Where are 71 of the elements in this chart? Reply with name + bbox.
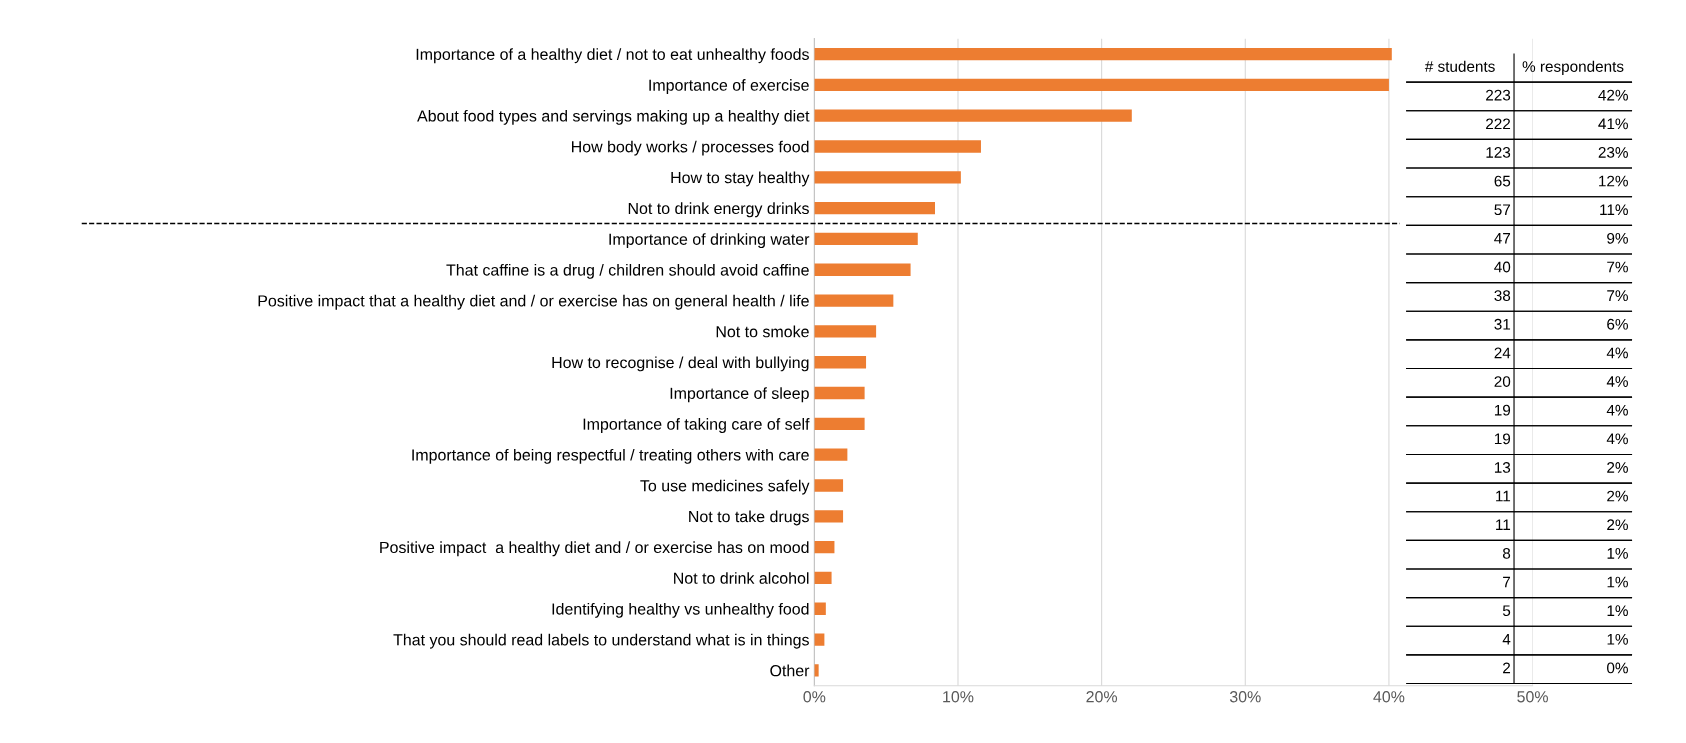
annotation: 4 bbox=[1502, 634, 1511, 645]
text: 11% bbox=[1600, 204, 1628, 216]
y-tick-label: Importance of taking care of self bbox=[583, 418, 810, 433]
y-tick-label: Not to drink alcohol bbox=[674, 572, 809, 584]
x-tick-label: 20% bbox=[1086, 691, 1118, 703]
text: 4% bbox=[1606, 404, 1628, 416]
text: 23% bbox=[1598, 147, 1628, 158]
annotation: 223 bbox=[1486, 89, 1511, 101]
y-tick-label: Importance of a healthy diet / not to eat unhealthy foods bbox=[416, 48, 809, 64]
text: 7% bbox=[1607, 290, 1628, 301]
annotation: 57 bbox=[1494, 204, 1511, 216]
annotation: 19 bbox=[1494, 404, 1511, 416]
text: 0% bbox=[1607, 662, 1628, 674]
y-tick-label: Positive impact a healthy diet and / or exercise has on mood bbox=[380, 541, 809, 557]
annotation: 47 bbox=[1494, 233, 1511, 244]
y-tick-label: Not to take drugs bbox=[689, 510, 809, 526]
annotation: 31 bbox=[1494, 318, 1511, 330]
y-tick-label: Importance of being respectful / treating others with care bbox=[412, 448, 809, 464]
y-tick-label: Identifying healthy vs unhealthy food bbox=[552, 602, 809, 618]
text: 4% bbox=[1606, 433, 1628, 445]
text: 7% bbox=[1607, 261, 1628, 273]
x-tick-label: 0% bbox=[803, 691, 826, 703]
annotation: 38 bbox=[1494, 290, 1511, 302]
y-tick-label: How to recognise / deal with bullying bbox=[552, 356, 809, 372]
annotation: # students bbox=[1424, 60, 1495, 72]
x-tick-label: 40% bbox=[1373, 691, 1405, 703]
annotation: 222 bbox=[1486, 118, 1511, 130]
annotation: 2 bbox=[1503, 662, 1511, 674]
x-tick-label: 30% bbox=[1229, 691, 1261, 703]
y-tick-label: About food types and servings making up a healthy diet bbox=[417, 109, 810, 125]
text: 1% bbox=[1607, 576, 1628, 588]
text: 4% bbox=[1606, 376, 1628, 387]
text: 2% bbox=[1607, 462, 1628, 473]
text: 42% bbox=[1598, 89, 1628, 101]
annotation: 40 bbox=[1494, 261, 1511, 273]
annotation: 8 bbox=[1502, 547, 1511, 559]
annotation: % respondents bbox=[1522, 60, 1624, 75]
y-tick-label: That caffine is a drug / children should avoid caffine bbox=[446, 263, 809, 279]
text: 4% bbox=[1606, 347, 1628, 359]
y-tick-label: Importance of sleep bbox=[670, 387, 809, 403]
annotation: 20 bbox=[1494, 376, 1511, 387]
annotation: 11 bbox=[1496, 519, 1511, 530]
y-tick-label: Importance of drinking water bbox=[609, 233, 810, 249]
annotation: 65 bbox=[1494, 175, 1511, 187]
text: 9% bbox=[1607, 232, 1628, 244]
annotation: 123 bbox=[1486, 147, 1511, 158]
text: 2% bbox=[1607, 490, 1628, 502]
annotation: 11 bbox=[1496, 490, 1511, 502]
y-tick-label: How body works / processes food bbox=[572, 140, 809, 156]
y-tick-label: How to stay healthy bbox=[671, 171, 810, 187]
y-tick-label: Importance of exercise bbox=[649, 79, 809, 94]
y-tick-label: Other bbox=[770, 664, 810, 677]
y-tick-label: Positive impact that a healthy diet and / or exercise has on general health / life bbox=[258, 294, 809, 310]
annotation: 5 bbox=[1502, 605, 1511, 617]
annotation: 7 bbox=[1503, 576, 1511, 588]
text: 1% bbox=[1607, 633, 1628, 645]
text: 41% bbox=[1598, 118, 1628, 130]
annotation: 13 bbox=[1494, 462, 1511, 473]
text: 12% bbox=[1599, 175, 1628, 187]
text: 1% bbox=[1607, 548, 1628, 559]
y-tick-label: That you should read labels to understand what is in things bbox=[393, 633, 809, 649]
x-tick-label: 10% bbox=[943, 691, 974, 703]
text: 1% bbox=[1607, 605, 1628, 616]
y-tick-label: Not to drink energy drinks bbox=[628, 202, 809, 218]
annotation: 24 bbox=[1494, 347, 1511, 359]
x-tick-label: 50% bbox=[1517, 691, 1548, 703]
annotation: 19 bbox=[1494, 433, 1511, 445]
y-tick-label: To use medicines safely bbox=[640, 479, 810, 495]
text: 2% bbox=[1607, 519, 1628, 531]
y-tick-label: Not to smoke bbox=[716, 325, 809, 338]
text: 6% bbox=[1607, 318, 1628, 330]
